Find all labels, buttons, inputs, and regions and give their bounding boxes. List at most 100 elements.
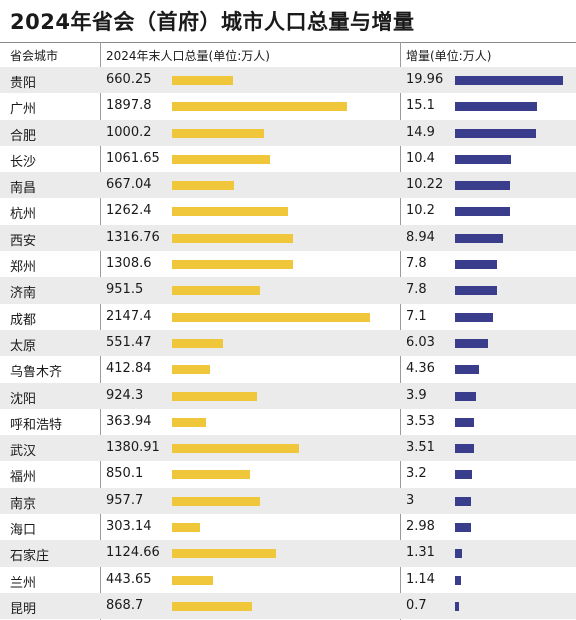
city-label: 广州 xyxy=(10,102,37,118)
table-row: 广州 1897.8 15.1 xyxy=(0,93,576,119)
table-row: 杭州 1262.4 10.2 xyxy=(0,198,576,224)
table-row: 济南 951.5 7.8 xyxy=(0,277,576,304)
population-value: 303.14 xyxy=(106,519,152,535)
population-bar xyxy=(172,181,234,191)
increase-bar xyxy=(455,549,463,559)
increase-value: 10.22 xyxy=(406,177,444,193)
increase-value: 19.96 xyxy=(406,72,444,87)
increase-bar xyxy=(455,496,472,506)
increase-bar xyxy=(455,181,511,191)
table-row: 贵阳 660.25 19.96 xyxy=(0,67,576,94)
increase-bar xyxy=(455,338,488,348)
table-row: 太原 551.47 6.03 xyxy=(0,329,576,357)
increase-bar xyxy=(455,417,475,427)
increase-value: 8.94 xyxy=(406,229,435,245)
table-row: 合肥 1000.2 14.9 xyxy=(0,119,576,146)
population-value: 1316.76 xyxy=(106,229,160,245)
increase-value: 6.03 xyxy=(406,334,435,350)
increase-bar xyxy=(455,601,459,611)
population-value: 924.3 xyxy=(106,387,144,403)
header-increase: 增量(单位:万人) xyxy=(406,49,492,63)
population-value: 363.94 xyxy=(106,413,152,429)
city-label: 南京 xyxy=(10,496,37,512)
population-bar xyxy=(172,523,200,533)
table-row: 石家庄 1124.66 1.31 xyxy=(0,540,576,567)
population-bar xyxy=(172,444,300,454)
increase-value: 7.8 xyxy=(406,256,427,272)
city-label: 合肥 xyxy=(10,128,37,144)
table-row: 成都 2147.4 7.1 xyxy=(0,304,576,330)
table-row: 郑州 1308.6 7.8 xyxy=(0,251,576,277)
city-label: 武汉 xyxy=(10,444,37,460)
increase-bar xyxy=(455,365,479,375)
city-label: 沈阳 xyxy=(10,391,37,407)
city-label: 南昌 xyxy=(10,181,37,197)
population-bar xyxy=(172,76,233,85)
table-row: 南昌 667.04 10.22 xyxy=(0,172,576,199)
city-label: 西安 xyxy=(10,233,37,249)
population-bar xyxy=(172,601,253,611)
population-value: 951.5 xyxy=(106,282,144,298)
table-row: 海口 303.14 2.98 xyxy=(0,514,576,540)
city-label: 海口 xyxy=(10,523,37,539)
city-label: 石家庄 xyxy=(10,549,50,565)
increase-value: 3.9 xyxy=(406,387,427,403)
increase-value: 7.8 xyxy=(406,282,427,298)
table-row: 西安 1316.76 8.94 xyxy=(0,224,576,252)
population-bar xyxy=(172,338,223,348)
city-label: 成都 xyxy=(10,312,37,328)
increase-value: 10.2 xyxy=(406,203,435,219)
population-value: 1262.4 xyxy=(106,203,152,219)
table-row: 呼和浩特 363.94 3.53 xyxy=(0,409,576,435)
increase-value: 10.4 xyxy=(406,150,435,166)
header-city: 省会城市 xyxy=(10,49,59,63)
increase-bar xyxy=(455,233,504,243)
population-bar xyxy=(172,128,265,138)
city-label: 郑州 xyxy=(10,260,37,276)
increase-value: 2.98 xyxy=(406,519,435,535)
table-row: 长沙 1061.65 10.4 xyxy=(0,146,576,172)
population-bar xyxy=(172,154,270,164)
increase-value: 3.2 xyxy=(406,466,427,482)
population-bar xyxy=(172,470,251,480)
population-bar xyxy=(172,102,347,112)
increase-value: 0.7 xyxy=(406,597,427,613)
population-bar xyxy=(172,496,261,506)
increase-value: 1.31 xyxy=(406,545,435,561)
city-label: 济南 xyxy=(10,286,37,302)
increase-value: 1.14 xyxy=(406,571,435,587)
population-value: 2147.4 xyxy=(106,308,152,324)
table-row: 乌鲁木齐 412.84 4.36 xyxy=(0,356,576,382)
population-bar xyxy=(172,391,258,401)
city-label: 太原 xyxy=(10,338,37,354)
city-label: 杭州 xyxy=(10,207,37,223)
increase-bar xyxy=(455,260,498,270)
increase-value: 3.53 xyxy=(406,413,435,429)
header-population: 2024年末人口总量(单位:万人) xyxy=(106,49,270,63)
table-header: 省会城市 2024年末人口总量(单位:万人) 增量(单位:万人) xyxy=(0,42,576,68)
table-row: 南京 957.7 3 xyxy=(0,487,576,515)
population-value: 667.04 xyxy=(106,177,152,193)
table-body: 贵阳 660.25 19.96 广州 1897.8 15.1 合肥 1000.2 14.9 长沙 1… xyxy=(0,67,576,620)
city-label: 贵阳 xyxy=(10,76,37,91)
population-value: 1380.91 xyxy=(106,440,160,456)
population-bar xyxy=(172,549,276,559)
city-label: 乌鲁木齐 xyxy=(10,365,63,381)
table-row: 武汉 1380.91 3.51 xyxy=(0,435,576,462)
city-label: 福州 xyxy=(10,470,37,486)
population-bar xyxy=(172,286,260,296)
increase-bar xyxy=(455,523,472,533)
population-value: 412.84 xyxy=(106,361,152,377)
increase-bar xyxy=(455,128,536,138)
increase-bar xyxy=(455,76,563,85)
city-label: 呼和浩特 xyxy=(10,417,63,433)
population-value: 1124.66 xyxy=(106,545,160,561)
population-bar xyxy=(172,417,206,427)
population-bar xyxy=(172,260,293,270)
increase-value: 7.1 xyxy=(406,308,427,324)
city-label: 昆明 xyxy=(10,601,37,617)
chart-title: 2024年省会（首府）城市人口总量与增量 xyxy=(10,10,415,34)
population-value: 551.47 xyxy=(106,334,152,350)
population-value: 868.7 xyxy=(106,597,144,613)
population-value: 443.65 xyxy=(106,571,152,587)
